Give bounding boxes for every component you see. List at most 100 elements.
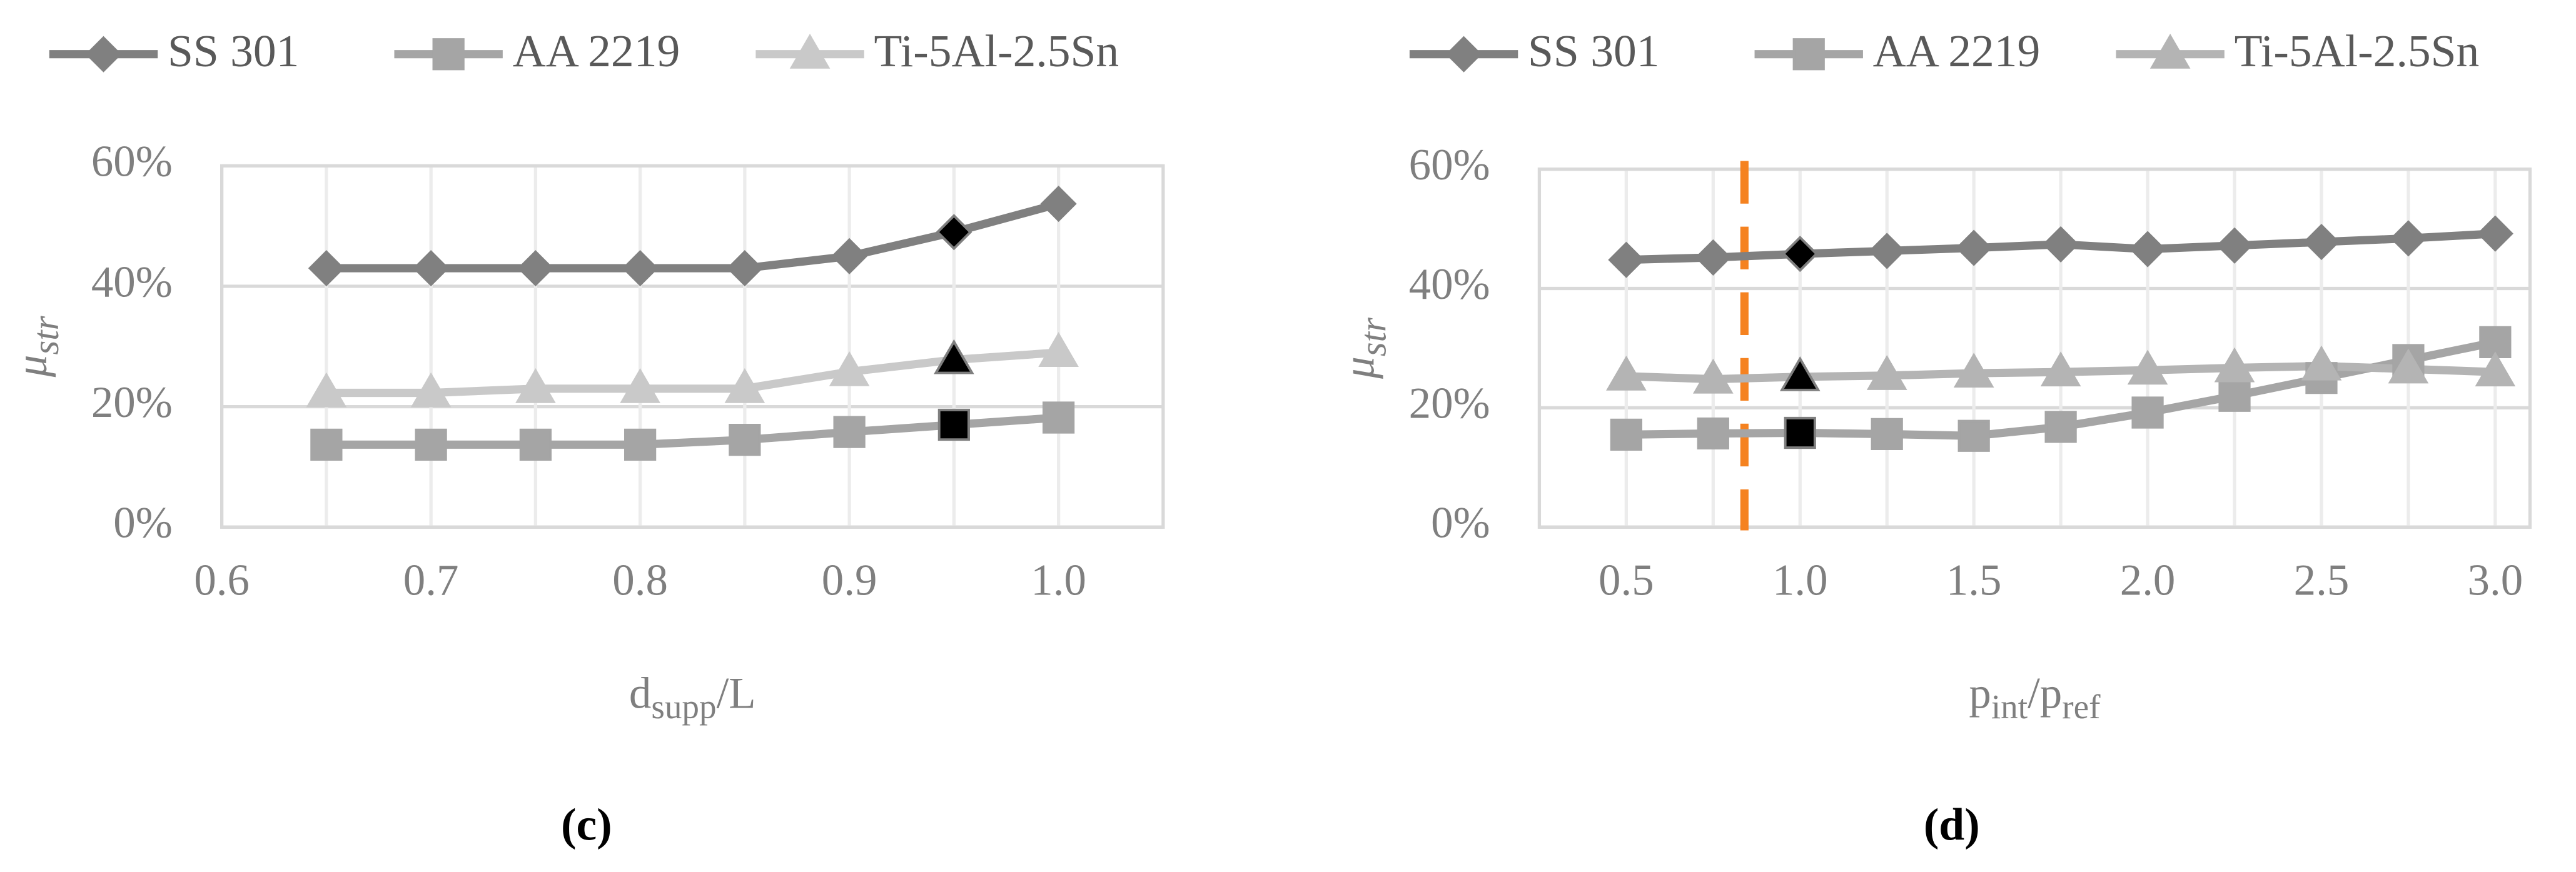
x-tick-label: 0.7 — [403, 556, 459, 605]
data-point — [829, 351, 870, 386]
data-point — [2216, 227, 2253, 264]
legend-marker — [1792, 38, 1825, 71]
series-line — [326, 348, 1059, 398]
x-axis-label: pint/pref — [1969, 669, 2101, 726]
label-part: p — [1969, 669, 1991, 718]
data-point — [308, 250, 345, 287]
data-point — [624, 428, 657, 461]
y-axis-label: μstr — [1335, 317, 1393, 379]
data-point — [934, 339, 974, 374]
data-point — [1695, 239, 1732, 276]
y-tick-label: 60% — [91, 138, 173, 186]
data-point — [936, 214, 972, 251]
x-tick-label: 0.8 — [612, 556, 668, 605]
y-tick-label: 40% — [1409, 260, 1490, 309]
x-tick-label: 0.5 — [1599, 556, 1654, 605]
data-point — [1956, 229, 1993, 266]
data-point — [724, 368, 765, 403]
data-point — [833, 416, 866, 448]
data-point — [2044, 411, 2077, 443]
y-tick-label: 0% — [1431, 499, 1490, 548]
label-part: d — [629, 669, 651, 718]
legend-label: SS 301 — [168, 25, 300, 76]
data-point — [517, 250, 554, 287]
data-point — [622, 250, 659, 287]
data-point — [1610, 418, 1642, 451]
x-tick-label: 1.0 — [1772, 556, 1828, 605]
series-line — [326, 413, 1059, 449]
legend-label: AA 2219 — [513, 25, 680, 76]
data-point — [1782, 236, 1819, 273]
x-tick-label: 3.0 — [2468, 556, 2523, 605]
data-point — [1606, 355, 1647, 391]
label-part: ref — [2062, 688, 2101, 726]
data-point — [2477, 215, 2513, 252]
data-point — [2127, 349, 2168, 385]
data-point — [1866, 355, 1907, 390]
data-point — [2388, 348, 2429, 384]
legend-item: AA 2219 — [1754, 25, 2040, 76]
data-point — [1871, 418, 1903, 451]
label-part: μ — [8, 355, 56, 378]
data-point — [410, 372, 452, 408]
panel-label: (c) — [561, 799, 612, 850]
data-point — [415, 428, 447, 461]
data-point — [2129, 231, 2166, 268]
x-tick-label: 1.5 — [1946, 556, 2002, 605]
plot-frame — [220, 164, 1165, 529]
data-point — [519, 428, 552, 461]
legend-item: Ti-5Al-2.5Sn — [755, 25, 1119, 76]
legend-marker — [789, 33, 831, 69]
x-axis-label: dsupp/L — [629, 669, 756, 726]
legend-label: Ti-5Al-2.5Sn — [2235, 25, 2480, 76]
data-point — [2043, 226, 2079, 263]
legend-marker — [2149, 33, 2191, 69]
data-point — [1608, 241, 1645, 278]
data-point — [2218, 379, 2251, 412]
y-tick-label: 20% — [1409, 379, 1490, 428]
legend-item: AA 2219 — [394, 25, 680, 76]
label-part: supp — [651, 688, 716, 726]
legend-marker — [85, 36, 122, 73]
data-point — [515, 368, 556, 403]
data-point — [1779, 356, 1821, 391]
data-point — [2479, 326, 2512, 359]
y-tick-label: 40% — [91, 258, 173, 306]
legend-item: Ti-5Al-2.5Sn — [2116, 25, 2479, 76]
data-point — [831, 238, 868, 274]
data-point — [1953, 353, 1994, 388]
data-point — [2301, 345, 2342, 381]
x-tick-label: 2.0 — [2120, 556, 2176, 605]
data-point — [726, 250, 763, 287]
label-part: /p — [2028, 669, 2062, 718]
data-point — [2040, 351, 2081, 387]
data-point — [1784, 416, 1816, 449]
x-tick-label: 0.6 — [194, 556, 250, 605]
panel-label: (d) — [1924, 799, 1980, 850]
x-tick-label: 1.0 — [1031, 556, 1086, 605]
y-tick-label: 20% — [91, 378, 173, 427]
data-point — [413, 250, 450, 287]
label-part: str — [1353, 317, 1393, 356]
y-tick-label: 0% — [113, 499, 173, 548]
y-tick-label: 60% — [1409, 141, 1490, 189]
data-point — [1957, 419, 1990, 452]
legend-label: Ti-5Al-2.5Sn — [874, 25, 1119, 76]
data-point — [2475, 351, 2516, 387]
data-point — [2131, 396, 2164, 429]
data-point — [1697, 417, 1729, 450]
data-point — [2390, 220, 2427, 257]
x-tick-label: 0.9 — [822, 556, 877, 605]
data-point — [1042, 401, 1075, 434]
legend-marker — [1445, 36, 1482, 73]
data-point — [1869, 233, 1906, 269]
data-point — [937, 408, 970, 441]
data-point — [310, 428, 343, 461]
data-point — [306, 372, 347, 408]
data-point — [1038, 332, 1079, 367]
label-part: /L — [717, 669, 756, 718]
legend-label: SS 301 — [1528, 25, 1660, 76]
data-point — [2303, 224, 2340, 261]
